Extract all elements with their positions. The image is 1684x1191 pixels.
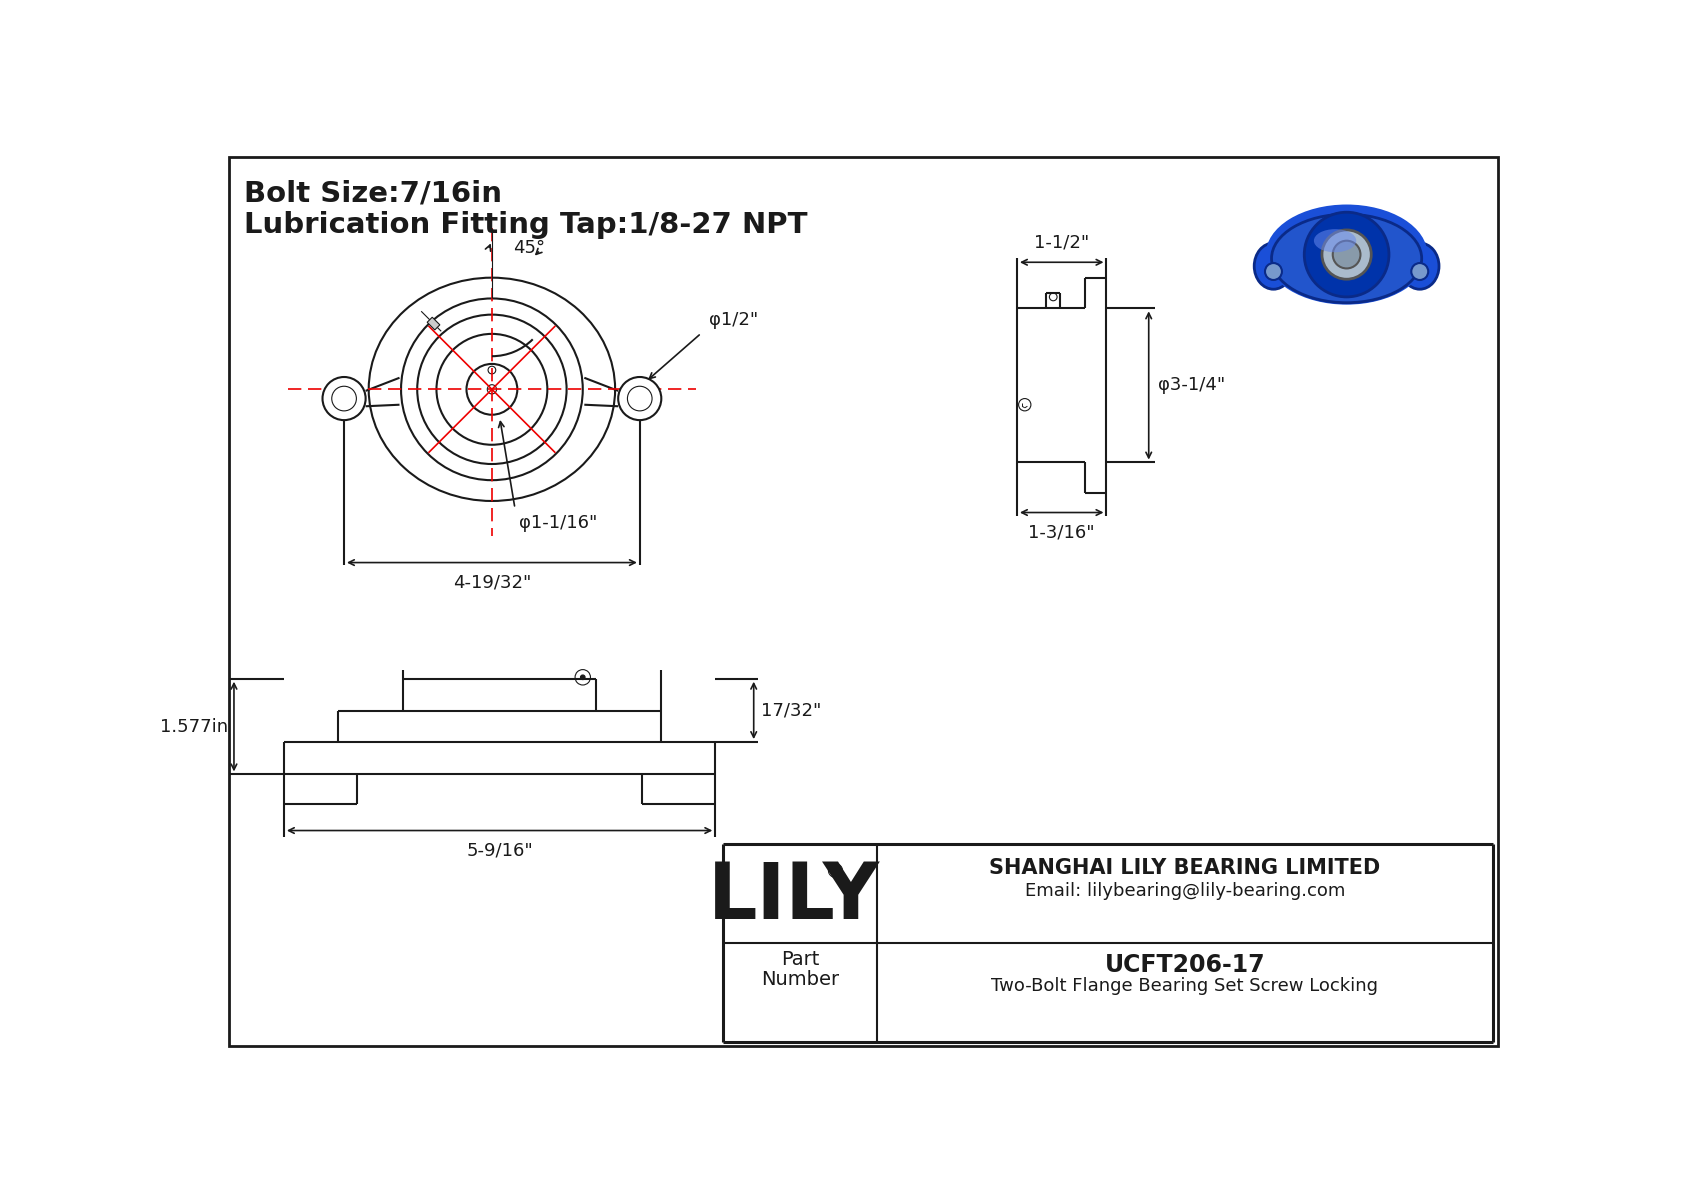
Text: φ3-1/4": φ3-1/4" (1159, 376, 1226, 394)
Text: 17/32": 17/32" (761, 701, 822, 719)
Circle shape (1322, 230, 1371, 279)
Text: Two-Bolt Flange Bearing Set Screw Locking: Two-Bolt Flange Bearing Set Screw Lockin… (992, 977, 1379, 994)
Circle shape (323, 378, 365, 420)
Circle shape (1332, 241, 1361, 268)
Circle shape (581, 675, 584, 680)
Text: 5-9/16": 5-9/16" (466, 841, 532, 860)
Text: φ1-1/16": φ1-1/16" (519, 515, 598, 532)
Ellipse shape (1266, 205, 1428, 305)
Text: UCFT206-17: UCFT206-17 (1105, 953, 1265, 977)
Text: Bolt Size:7/16in: Bolt Size:7/16in (244, 180, 502, 208)
Text: φ1/2": φ1/2" (709, 311, 758, 329)
Ellipse shape (1314, 229, 1356, 252)
Text: 1-1/2": 1-1/2" (1034, 233, 1090, 251)
Text: SHANGHAI LILY BEARING LIMITED: SHANGHAI LILY BEARING LIMITED (989, 859, 1381, 878)
Ellipse shape (1255, 243, 1293, 289)
Text: 45°: 45° (514, 239, 546, 257)
Circle shape (618, 378, 662, 420)
Text: Email: lilybearing@lily-bearing.com: Email: lilybearing@lily-bearing.com (1026, 883, 1346, 900)
Text: 1.577in: 1.577in (160, 718, 227, 736)
Text: Lubrication Fitting Tap:1/8-27 NPT: Lubrication Fitting Tap:1/8-27 NPT (244, 211, 807, 238)
Text: 4-19/32": 4-19/32" (453, 573, 530, 592)
Ellipse shape (1271, 214, 1421, 303)
Text: 1-3/16": 1-3/16" (1029, 523, 1095, 541)
Text: LILY: LILY (707, 859, 879, 935)
Circle shape (1305, 212, 1389, 297)
Text: ®: ® (823, 862, 845, 881)
Text: Number: Number (761, 971, 839, 990)
Ellipse shape (1401, 243, 1440, 289)
Circle shape (1265, 263, 1282, 280)
Circle shape (1411, 263, 1428, 280)
Polygon shape (428, 317, 440, 330)
Text: Part: Part (781, 950, 818, 969)
